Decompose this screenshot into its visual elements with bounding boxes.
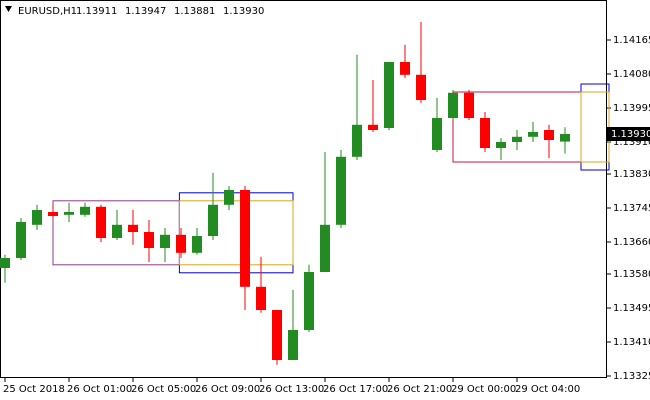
y-tick-label: 1.14165 [613, 35, 650, 46]
candle-body [144, 232, 154, 248]
candle-body [160, 234, 170, 248]
candle-body [208, 204, 218, 236]
candle-body [128, 224, 138, 232]
candle-body [32, 210, 42, 225]
candle-body [400, 62, 410, 75]
y-tick-label: 1.13325 [613, 371, 650, 382]
header-value: 1.13930 [223, 6, 264, 17]
y-tick-label: 1.13660 [613, 237, 650, 248]
header-value: 1.13947 [125, 6, 166, 17]
candle-body [480, 118, 490, 148]
candle-body [176, 234, 186, 253]
candle-body [560, 134, 570, 142]
candle-body [16, 222, 26, 258]
candle-body [256, 286, 266, 310]
candle-body [544, 130, 554, 140]
symbol-icon [5, 6, 12, 12]
candle-body [48, 212, 58, 216]
chart-title: EURUSD,H1 [18, 6, 77, 17]
y-tick-label: 1.13910 [613, 137, 650, 148]
candle-body [432, 118, 442, 150]
x-tick-label: 26 Oct 01:00 [67, 384, 132, 395]
y-tick-label: 1.14080 [613, 69, 650, 80]
candle-body [192, 236, 202, 253]
candle-body [512, 136, 522, 142]
candle-body [448, 92, 458, 118]
last-price-label: 1.13930 [611, 129, 650, 140]
y-tick-label: 1.13410 [613, 337, 650, 348]
y-tick-label: 1.13830 [613, 169, 650, 180]
header-value: 1.13881 [174, 6, 215, 17]
candle-body [368, 124, 378, 130]
candle-body [304, 272, 314, 330]
candle-body [0, 258, 10, 268]
candle-body [272, 310, 282, 360]
y-tick-label: 1.13745 [613, 203, 650, 214]
candle-body [416, 74, 426, 100]
x-tick-label: 26 Oct 17:00 [323, 384, 388, 395]
x-tick-label: 26 Oct 05:00 [131, 384, 196, 395]
candle-body [224, 190, 234, 205]
x-tick-label: 26 Oct 13:00 [259, 384, 324, 395]
y-tick-label: 1.13995 [613, 103, 650, 114]
candle-body [240, 190, 250, 287]
candle-body [336, 156, 346, 225]
candle-body [496, 142, 506, 148]
x-tick-label: 29 Oct 04:00 [515, 384, 580, 395]
candle-body [64, 212, 74, 215]
candle-body [384, 62, 394, 128]
plot-frame [0, 0, 607, 378]
candle-body [80, 206, 90, 215]
candle-body [112, 224, 122, 238]
range-box [178, 200, 294, 266]
x-tick-label: 29 Oct 00:00 [451, 384, 516, 395]
y-tick-label: 1.13495 [613, 303, 650, 314]
x-tick-label: 25 Oct 2018 [3, 384, 65, 395]
y-tick-label: 1.13580 [613, 269, 650, 280]
last-price-box [607, 127, 650, 141]
x-tick-label: 26 Oct 21:00 [387, 384, 452, 395]
candle-body [320, 224, 330, 272]
candle-body [288, 330, 298, 360]
x-tick-label: 26 Oct 09:00 [195, 384, 260, 395]
candle-body [464, 92, 474, 118]
candle-body [352, 124, 362, 157]
candle-body [96, 206, 106, 238]
candle-body [528, 132, 538, 137]
header-value: 1.13911 [76, 6, 117, 17]
